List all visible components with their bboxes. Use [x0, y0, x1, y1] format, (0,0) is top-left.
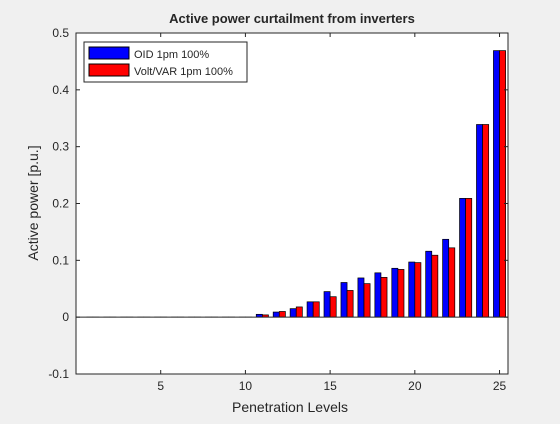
y-tick-label: 0 — [62, 310, 69, 324]
bar-voltvar-22 — [449, 248, 455, 317]
bar-oid-25 — [493, 51, 499, 318]
bar-oid-23 — [460, 198, 466, 317]
bar-oid-21 — [426, 251, 432, 317]
bar-oid-24 — [476, 125, 482, 318]
bar-oid-16 — [341, 282, 347, 317]
bar-oid-19 — [392, 268, 398, 317]
x-tick-label: 10 — [239, 379, 253, 393]
bar-oid-13 — [290, 309, 296, 318]
x-tick-label: 25 — [493, 379, 507, 393]
bar-voltvar-12 — [279, 311, 285, 317]
bar-oid-12 — [273, 312, 279, 317]
legend-label-voltvar: Volt/VAR 1pm 100% — [134, 66, 233, 78]
legend-label-oid: OID 1pm 100% — [134, 49, 209, 61]
chart-title: Active power curtailment from inverters — [169, 11, 415, 26]
bar-voltvar-20 — [415, 263, 421, 318]
plot-area — [76, 33, 508, 374]
bar-oid-17 — [358, 278, 364, 317]
bar-voltvar-21 — [432, 255, 438, 317]
y-tick-label: 0.2 — [52, 197, 69, 211]
y-axis-label: Active power [p.u.] — [25, 145, 41, 260]
bar-voltvar-25 — [500, 51, 506, 318]
x-tick-label: 5 — [157, 379, 164, 393]
y-tick-label: 0.1 — [52, 253, 69, 267]
x-tick-label: 20 — [408, 379, 422, 393]
bar-voltvar-24 — [483, 125, 489, 318]
bar-voltvar-13 — [296, 307, 302, 317]
bar-voltvar-23 — [466, 198, 472, 317]
legend: OID 1pm 100% Volt/VAR 1pm 100% — [84, 42, 247, 82]
y-tick-label: 0.3 — [52, 140, 69, 154]
bar-voltvar-19 — [398, 269, 404, 317]
bar-voltvar-14 — [313, 302, 319, 317]
x-axis-label: Penetration Levels — [232, 399, 348, 415]
y-tick-label: -0.1 — [48, 367, 69, 381]
legend-swatch-voltvar — [89, 64, 129, 76]
bar-oid-15 — [324, 292, 330, 318]
bar-voltvar-16 — [347, 290, 353, 317]
legend-swatch-oid — [89, 47, 129, 59]
y-tick-label: 0.4 — [52, 83, 69, 97]
y-tick-label: 0.5 — [52, 26, 69, 40]
x-tick-label: 15 — [323, 379, 337, 393]
bar-oid-20 — [409, 262, 415, 317]
bar-voltvar-15 — [330, 297, 336, 317]
bar-voltvar-18 — [381, 277, 387, 317]
bar-oid-22 — [443, 239, 449, 317]
bar-voltvar-17 — [364, 284, 370, 318]
bar-oid-14 — [307, 302, 313, 317]
bar-oid-18 — [375, 273, 381, 317]
